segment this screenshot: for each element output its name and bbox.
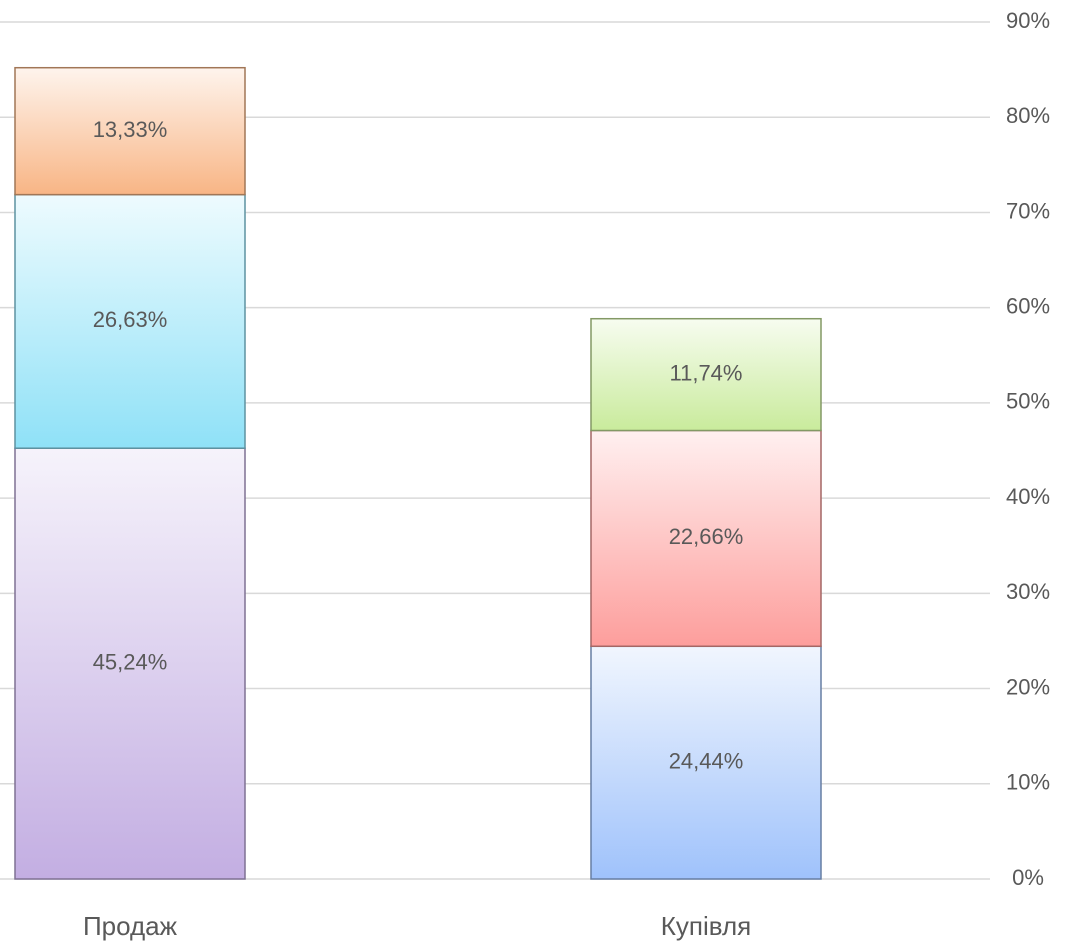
- x-tick-label: Продаж: [83, 911, 178, 941]
- y-tick-label: 40%: [1006, 484, 1050, 509]
- data-label: 13,33%: [93, 117, 168, 142]
- x-tick-label: Купівля: [661, 911, 751, 941]
- data-label: 26,63%: [93, 307, 168, 332]
- y-tick-label: 20%: [1006, 674, 1050, 699]
- data-label: 22,66%: [669, 524, 744, 549]
- bar-segment: [590, 429, 822, 648]
- data-label: 45,24%: [93, 649, 168, 674]
- y-tick-label: 0%: [1012, 865, 1044, 890]
- y-tick-label: 90%: [1006, 8, 1050, 33]
- y-tick-label: 60%: [1006, 293, 1050, 318]
- data-label: 24,44%: [669, 748, 744, 773]
- y-tick-label: 50%: [1006, 389, 1050, 414]
- y-tick-label: 10%: [1006, 770, 1050, 795]
- bar-segment: [14, 66, 246, 196]
- bar-segment: [590, 645, 822, 880]
- y-tick-label: 30%: [1006, 579, 1050, 604]
- bar-segment: [590, 317, 822, 432]
- y-tick-label: 80%: [1006, 103, 1050, 128]
- data-label: 11,74%: [670, 360, 743, 385]
- bar-segment: [14, 193, 246, 449]
- y-tick-label: 70%: [1006, 198, 1050, 223]
